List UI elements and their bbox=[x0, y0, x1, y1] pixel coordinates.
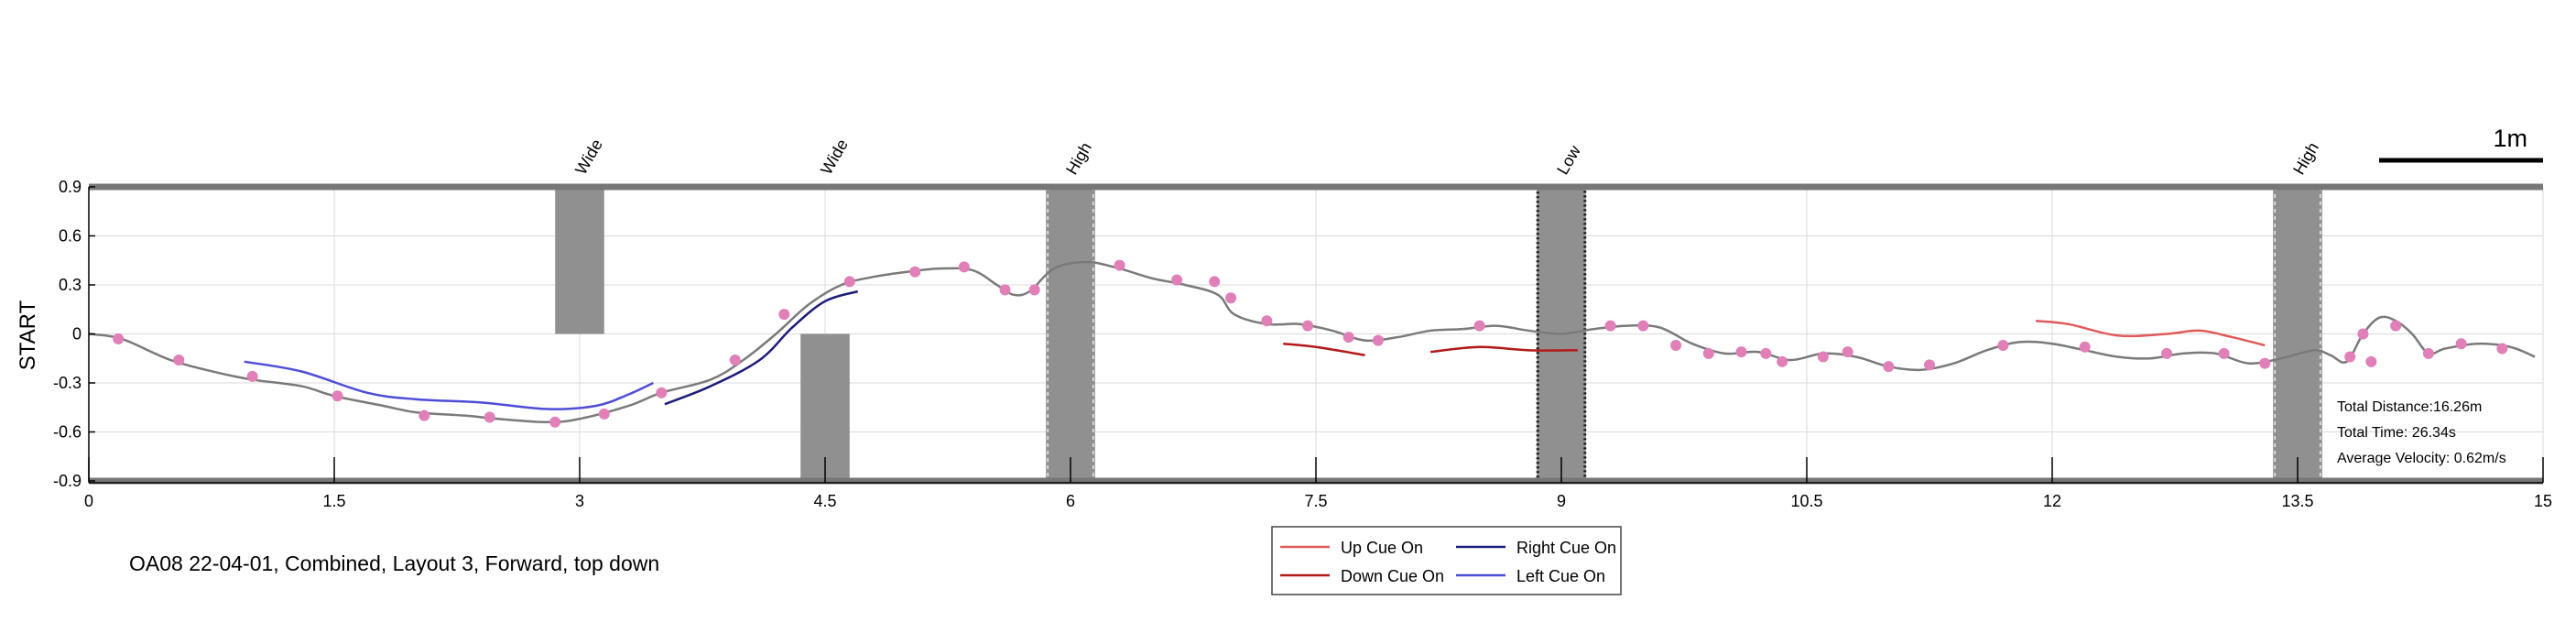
trajectory-marker bbox=[484, 411, 495, 423]
trajectory-marker bbox=[173, 355, 185, 366]
obstacle-high-2 bbox=[1046, 187, 1095, 481]
trajectory-marker bbox=[1225, 292, 1237, 304]
trajectory-marker bbox=[2357, 328, 2369, 340]
trajectory-marker bbox=[1777, 355, 1788, 367]
x-tick-label: 9 bbox=[1557, 492, 1566, 510]
x-tick-label: 6 bbox=[1066, 492, 1075, 510]
trajectory-marker bbox=[1473, 320, 1485, 332]
trajectory-marker bbox=[418, 409, 430, 421]
trajectory-marker bbox=[1604, 320, 1616, 332]
trajectory-marker bbox=[332, 390, 343, 402]
x-tick-label: 4.5 bbox=[813, 492, 836, 510]
trajectory-marker bbox=[1670, 339, 1682, 351]
series-line-trajectory-0 bbox=[88, 260, 2536, 424]
trajectory-marker bbox=[2390, 320, 2402, 332]
trajectory-marker bbox=[1842, 346, 1853, 358]
stat-average-velocity: Average Velocity: 0.62m/s bbox=[2337, 451, 2506, 466]
trajectory-marker bbox=[1028, 284, 1040, 296]
chart-caption: OA08 22-04-01, Combined, Layout 3, Forwa… bbox=[129, 551, 659, 575]
trajectory-marker bbox=[1171, 274, 1183, 286]
y-axis-label: START bbox=[16, 300, 40, 370]
trajectory-marker bbox=[1302, 320, 1314, 332]
y-tick-label: 0.6 bbox=[59, 227, 82, 246]
trajectory-marker bbox=[2455, 338, 2467, 350]
axes: 0.90.60.30-0.3-0.6-0.90 1.5 3 4.5 6 7.5 9 10.5 1… bbox=[53, 178, 2552, 510]
trajectory-marker bbox=[1261, 315, 1273, 327]
obstacle-wide-1 bbox=[800, 333, 850, 481]
x-tick-label: 3 bbox=[575, 492, 584, 510]
trajectory-marker bbox=[1760, 347, 1772, 359]
y-tick-label: 0.9 bbox=[59, 178, 82, 196]
x-tick-label: 12 bbox=[2043, 492, 2061, 510]
trajectory-marker bbox=[1702, 347, 1714, 359]
obstacle-high-4 bbox=[2273, 187, 2322, 481]
trajectory-marker bbox=[246, 370, 258, 382]
trajectory-marker bbox=[2365, 355, 2377, 367]
trajectory-marker bbox=[729, 355, 741, 366]
y-tick-label: 0.3 bbox=[59, 276, 82, 294]
y-tick-label: 0 bbox=[72, 325, 82, 344]
trajectory-marker bbox=[909, 266, 921, 278]
scale-bar: 1m bbox=[2379, 125, 2543, 163]
legend-label-down: Down Cue On bbox=[1341, 567, 1444, 585]
series-line-left-cue-on-1 bbox=[244, 360, 654, 410]
trajectory-marker bbox=[2218, 347, 2230, 359]
y-tick-label: -0.6 bbox=[53, 423, 82, 442]
legend-box bbox=[1271, 526, 1622, 595]
trajectory-marker bbox=[999, 284, 1011, 296]
series-line-up-cue-on-5 bbox=[2036, 319, 2266, 347]
trajectory-marker bbox=[2079, 341, 2091, 353]
trajectory-marker bbox=[1924, 359, 1935, 371]
stats-block: Total Distance:16.26m Total Time: 26.34s… bbox=[2337, 399, 2506, 466]
trajectory-marker bbox=[113, 333, 125, 344]
series-lines bbox=[88, 260, 2536, 424]
obstacle-wide-0 bbox=[555, 187, 604, 334]
x-tick-label: 7.5 bbox=[1304, 492, 1327, 510]
x-tick-label: 0 bbox=[84, 492, 93, 510]
trajectory-marker bbox=[2161, 347, 2173, 359]
trajectory-marker bbox=[1997, 339, 2009, 351]
trajectory-marker bbox=[2259, 357, 2271, 369]
legend-label-up: Up Cue On bbox=[1341, 539, 1423, 557]
trajectory-marker bbox=[549, 416, 561, 428]
trajectory-marker bbox=[2344, 351, 2356, 363]
x-tick-label: 10.5 bbox=[1790, 492, 1822, 510]
x-tick-label: 13.5 bbox=[2281, 492, 2313, 510]
trajectory-marker bbox=[656, 387, 668, 398]
x-tick-label: 15 bbox=[2534, 492, 2552, 510]
trajectory-marker bbox=[2422, 347, 2434, 359]
x-tick-label: 1.5 bbox=[322, 492, 345, 510]
legend-label-left: Left Cue On bbox=[1516, 567, 1605, 585]
trajectory-marker bbox=[843, 276, 855, 288]
stat-total-distance: Total Distance:16.26m bbox=[2337, 399, 2482, 415]
trajectory-marker bbox=[958, 261, 970, 273]
legend: Up Cue On Right Cue On Down Cue On Left … bbox=[1271, 526, 1622, 595]
legend-label-right: Right Cue On bbox=[1516, 539, 1616, 557]
trajectory-marker bbox=[1114, 259, 1125, 271]
scale-bar-label: 1m bbox=[2493, 125, 2527, 152]
trajectory-marker bbox=[1209, 276, 1221, 288]
y-tick-label: -0.3 bbox=[53, 374, 82, 392]
stat-total-time: Total Time: 26.34s bbox=[2337, 425, 2456, 441]
series-line-right-cue-on-2 bbox=[664, 289, 859, 406]
trajectory-marker bbox=[778, 309, 790, 321]
trajectory-marker bbox=[1342, 332, 1354, 344]
series-line-down-cue-on-3 bbox=[1283, 342, 1365, 356]
markers bbox=[113, 259, 2508, 428]
trajectory-marker bbox=[598, 408, 610, 420]
trajectory-marker bbox=[1372, 334, 1384, 346]
series-line-down-cue-on-4 bbox=[1429, 345, 1578, 354]
trajectory-marker bbox=[1735, 346, 1747, 358]
trajectory-marker bbox=[1883, 361, 1895, 373]
y-tick-label: -0.9 bbox=[53, 472, 82, 490]
trajectory-marker bbox=[2496, 343, 2508, 355]
trajectory-marker bbox=[1817, 351, 1829, 363]
trajectory-marker bbox=[1637, 320, 1649, 332]
